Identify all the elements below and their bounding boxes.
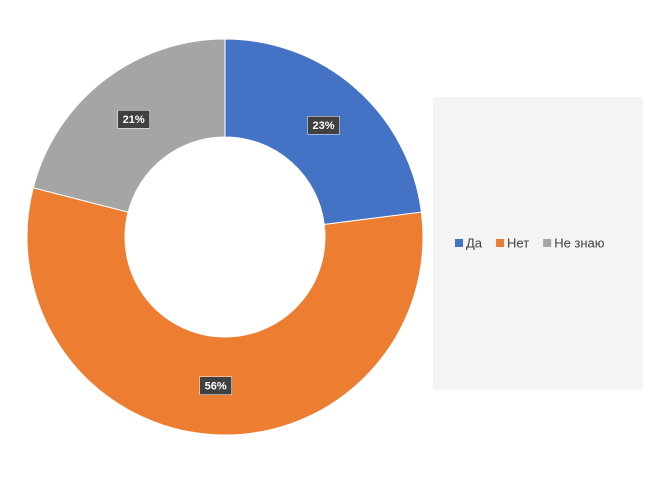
data-label: 23% <box>313 120 335 132</box>
legend-box <box>433 97 643 390</box>
legend-swatch <box>543 239 552 247</box>
legend-label: Не знаю <box>554 235 605 250</box>
data-label-box <box>199 376 232 395</box>
donut-slice <box>26 187 424 436</box>
legend-label: Нет <box>507 235 529 250</box>
data-label: 56% <box>205 381 227 393</box>
legend-label: Да <box>466 235 483 250</box>
legend-swatch <box>455 239 463 247</box>
data-label: 21% <box>123 114 145 126</box>
data-label-box <box>117 110 150 129</box>
legend-swatch <box>496 239 505 247</box>
data-label-box <box>307 115 340 135</box>
